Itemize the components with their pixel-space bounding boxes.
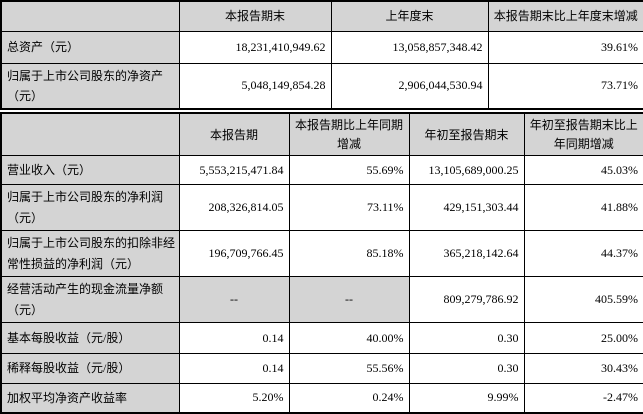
table-row: 营业收入（元） 5,553,215,471.84 55.69% 13,105,6… — [0, 155, 643, 186]
cell-value: 0.14 — [178, 322, 290, 355]
cell-value: 2,906,044,530.94 — [330, 62, 489, 110]
cell-value: 0.24% — [288, 383, 410, 414]
cell-value: 5,048,149,854.28 — [178, 62, 332, 110]
cell-value: 5,553,215,471.84 — [178, 155, 290, 186]
period-end-table: 本报告期末 上年度末 本报告期末比上年度末增减 总资产（元） 18,231,41… — [0, 0, 643, 111]
table-row: 基本每股收益（元/股） 0.14 40.00% 0.30 25.00% — [0, 322, 643, 355]
table-row: 稀释每股收益（元/股） 0.14 55.56% 0.30 30.43% — [0, 353, 643, 385]
col-header-current-period: 本报告期 — [178, 112, 290, 157]
col-header-ytd-change-vs-same-period: 年初至报告期末比上年同期增减 — [523, 112, 643, 157]
cell-value: 39.61% — [487, 30, 643, 64]
row-label-operating-revenue: 营业收入（元） — [0, 155, 180, 186]
cell-value: 9.99% — [408, 383, 525, 414]
cell-value: 13,105,689,000.25 — [408, 155, 525, 186]
cell-value: 196,709,766.45 — [178, 230, 290, 278]
cell-value: 25.00% — [523, 322, 643, 355]
cell-value: 55.69% — [288, 155, 410, 186]
col-header-year-to-date: 年初至报告期末 — [408, 112, 525, 157]
row-label-net-profit-excl-nonrecurring: 归属于上市公司股东的扣除非经常性损益的净利润（元） — [0, 230, 180, 278]
cell-value: 41.88% — [523, 184, 643, 232]
cell-value: 85.18% — [288, 230, 410, 278]
operating-results-table: 本报告期 本报告期比上年同期增减 年初至报告期末 年初至报告期末比上年同期增减 … — [0, 112, 643, 414]
col-header-prior-year-end: 上年度末 — [330, 0, 489, 32]
cell-value: 0.14 — [178, 353, 290, 385]
table-row: 经营活动产生的现金流量净额（元） -- -- 809,279,786.92 40… — [0, 276, 643, 324]
cell-value: 13,058,857,348.42 — [330, 30, 489, 64]
cell-value: 55.56% — [288, 353, 410, 385]
table-row: 归属于上市公司股东的净利润（元） 208,326,814.05 73.11% 4… — [0, 184, 643, 232]
table-row: 加权平均净资产收益率 5.20% 0.24% 9.99% -2.47% — [0, 383, 643, 414]
cell-value: 0.30 — [408, 353, 525, 385]
cell-not-applicable: -- — [288, 276, 410, 324]
corner-cell — [0, 112, 180, 157]
cell-value: 429,151,303.44 — [408, 184, 525, 232]
table-row: 总资产（元） 18,231,410,949.62 13,058,857,348.… — [0, 30, 643, 64]
cell-not-applicable: -- — [178, 276, 290, 324]
table-header-row: 本报告期末 上年度末 本报告期末比上年度末增减 — [0, 0, 643, 32]
cell-value: -2.47% — [523, 383, 643, 414]
cell-value: 5.20% — [178, 383, 290, 414]
cell-value: 365,218,142.64 — [408, 230, 525, 278]
row-label-weighted-avg-roe: 加权平均净资产收益率 — [0, 383, 180, 414]
cell-value: 30.43% — [523, 353, 643, 385]
table-row: 归属于上市公司股东的净资产（元） 5,048,149,854.28 2,906,… — [0, 62, 643, 110]
row-label-net-profit: 归属于上市公司股东的净利润（元） — [0, 184, 180, 232]
cell-value: 40.00% — [288, 322, 410, 355]
row-label-total-assets: 总资产（元） — [0, 30, 180, 64]
col-header-change-vs-same-period: 本报告期比上年同期增减 — [288, 112, 410, 157]
table-row: 归属于上市公司股东的扣除非经常性损益的净利润（元） 196,709,766.45… — [0, 230, 643, 278]
corner-cell — [0, 0, 180, 32]
cell-value: 44.37% — [523, 230, 643, 278]
col-header-change-vs-prior-year-end: 本报告期末比上年度末增减 — [487, 0, 643, 32]
cell-value: 0.30 — [408, 322, 525, 355]
row-label-net-assets: 归属于上市公司股东的净资产（元） — [0, 62, 180, 110]
cell-value: 45.03% — [523, 155, 643, 186]
cell-value: 809,279,786.92 — [408, 276, 525, 324]
cell-value: 18,231,410,949.62 — [178, 30, 332, 64]
col-header-current-period-end: 本报告期末 — [178, 0, 332, 32]
row-label-basic-eps: 基本每股收益（元/股） — [0, 322, 180, 355]
table-header-row: 本报告期 本报告期比上年同期增减 年初至报告期末 年初至报告期末比上年同期增减 — [0, 112, 643, 157]
cell-value: 208,326,814.05 — [178, 184, 290, 232]
row-label-diluted-eps: 稀释每股收益（元/股） — [0, 353, 180, 385]
cell-value: 73.71% — [487, 62, 643, 110]
cell-value: 405.59% — [523, 276, 643, 324]
cell-value: 73.11% — [288, 184, 410, 232]
row-label-operating-cash-flow: 经营活动产生的现金流量净额（元） — [0, 276, 180, 324]
